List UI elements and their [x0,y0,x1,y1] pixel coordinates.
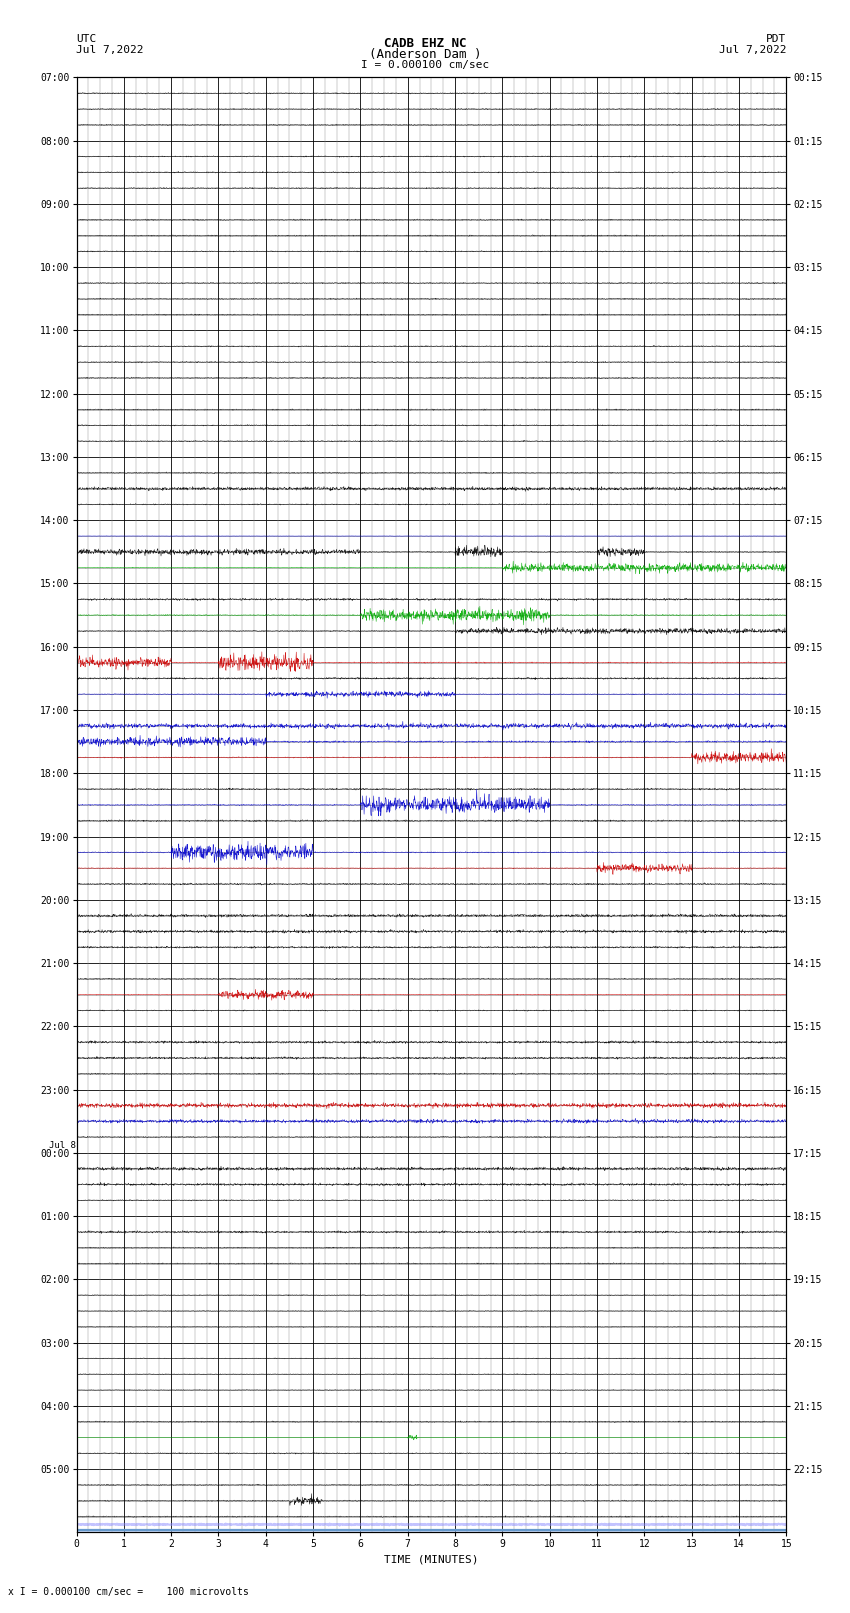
Text: x I = 0.000100 cm/sec =    100 microvolts: x I = 0.000100 cm/sec = 100 microvolts [8,1587,249,1597]
Text: Jul 8: Jul 8 [49,1140,76,1150]
Text: Jul 7,2022: Jul 7,2022 [76,45,144,55]
Text: UTC: UTC [76,34,97,44]
Bar [76,1529,786,1532]
Text: CADB EHZ NC: CADB EHZ NC [383,37,467,50]
Text: Jul 7,2022: Jul 7,2022 [719,45,786,55]
Text: (Anderson Dam ): (Anderson Dam ) [369,48,481,61]
Text: PDT: PDT [766,34,786,44]
X-axis label: TIME (MINUTES): TIME (MINUTES) [384,1555,479,1565]
Text: I = 0.000100 cm/sec: I = 0.000100 cm/sec [361,60,489,69]
